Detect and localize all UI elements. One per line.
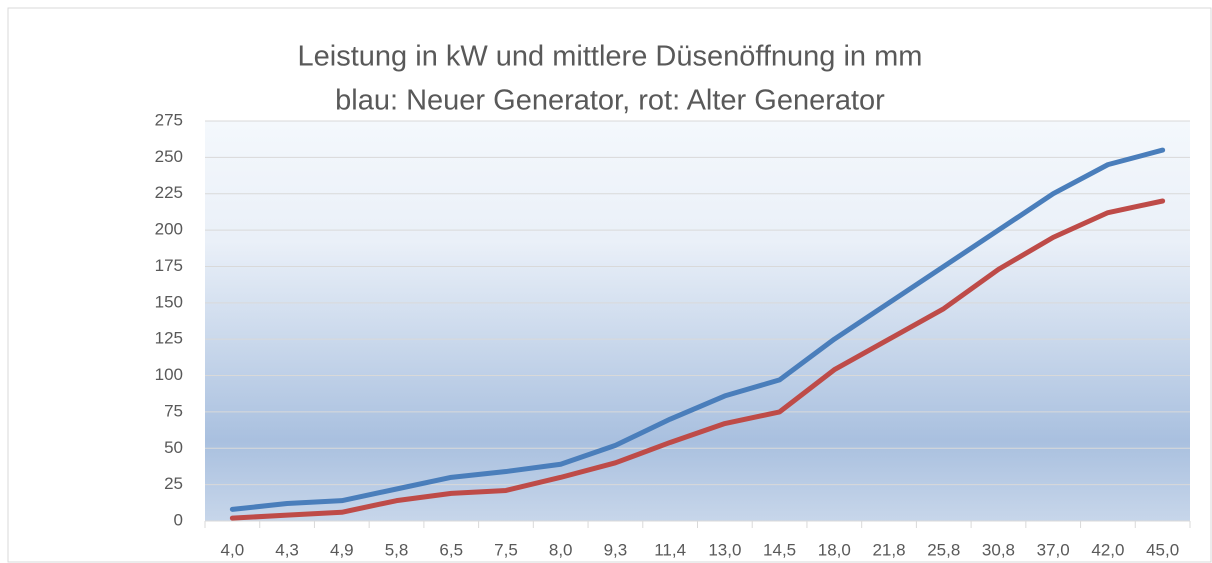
y-tick-label: 0 [174,510,183,529]
y-tick-label: 150 [155,292,183,311]
x-tick-label: 7,5 [494,540,518,559]
x-tick-label: 18,0 [818,540,851,559]
x-tick-label: 14,5 [763,540,796,559]
x-tick-label: 4,3 [275,540,299,559]
y-tick-label: 200 [155,220,183,239]
x-tick-label: 21,8 [872,540,905,559]
x-tick-label: 13,0 [708,540,741,559]
y-tick-label: 125 [155,329,183,348]
y-tick-label: 175 [155,256,183,275]
x-tick-label: 9,3 [604,540,628,559]
series-line [229,198,1166,521]
y-tick-label: 100 [155,365,183,384]
x-tick-label: 30,8 [982,540,1015,559]
x-tick-label: 42,0 [1091,540,1124,559]
chart-frame [7,7,1212,563]
chart-title: Leistung in kW und mittlere Düsenöffnung… [298,41,923,73]
x-tick-label: 37,0 [1037,540,1070,559]
x-tick-label: 4,0 [221,540,245,559]
x-tick-label: 8,0 [549,540,573,559]
x-tick-label: 6,5 [439,540,463,559]
y-tick-label: 275 [155,110,183,129]
series-line [229,147,1166,512]
y-tick-label: 250 [155,147,183,166]
x-tick-label: 4,9 [330,540,354,559]
y-tick-label: 50 [164,438,183,457]
plot-area [205,121,1190,521]
y-tick-label: 25 [164,474,183,493]
chart-subtitle: blau: Neuer Generator, rot: Alter Genera… [335,85,885,117]
y-tick-label: 225 [155,183,183,202]
x-tick-label: 45,0 [1146,540,1179,559]
y-tick-label: 75 [164,401,183,420]
x-tick-label: 11,4 [654,540,686,559]
x-tick-label: 25,8 [927,540,960,559]
x-tick-label: 5,8 [385,540,409,559]
